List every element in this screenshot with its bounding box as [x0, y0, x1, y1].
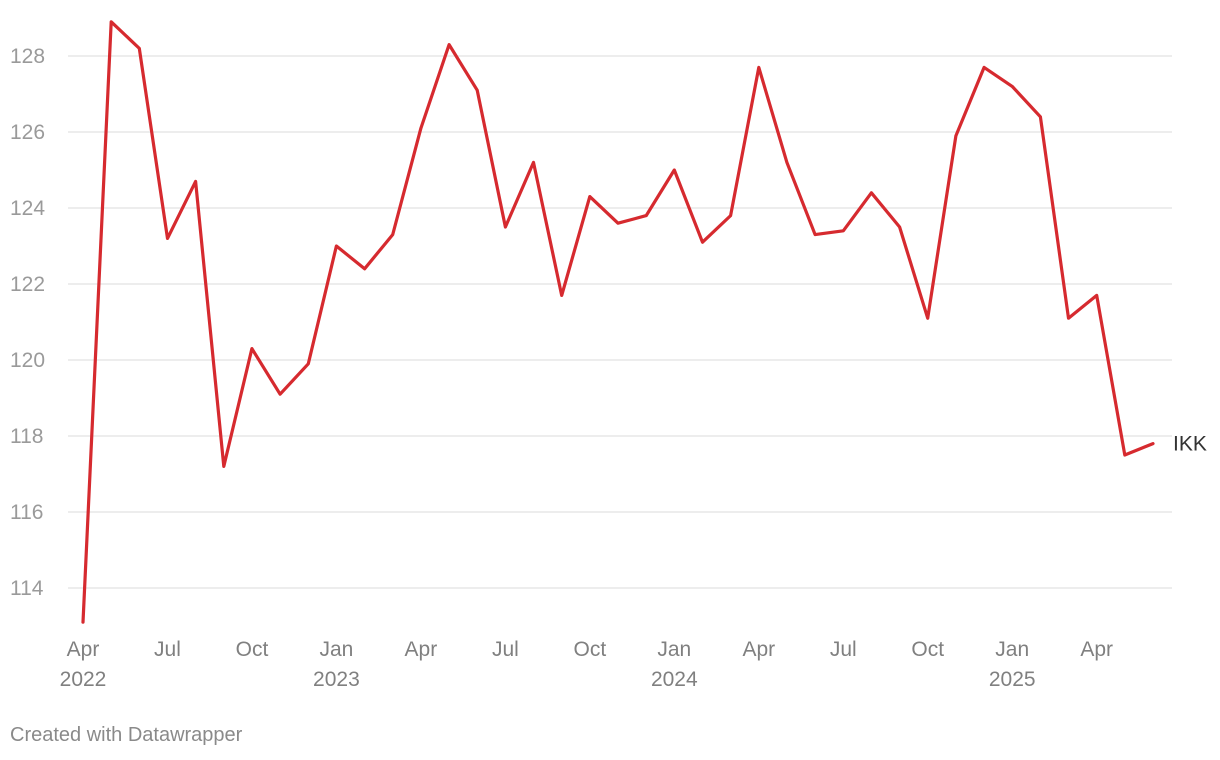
- x-axis-labels: Apr 2022 Jul Oct Jan 2023 Apr Jul Oct Jan 2024 Apr J…: [60, 638, 1113, 691]
- y-axis-labels: 114 116 118 120 122 124 126 128: [10, 45, 45, 600]
- y-tick-label: 126: [10, 121, 45, 144]
- y-tick-label: 124: [10, 197, 45, 220]
- x-tick-label: Jan: [995, 638, 1029, 661]
- y-tick-label: 114: [10, 577, 44, 600]
- x-tick-label: Jul: [492, 638, 519, 661]
- x-tick-label: Apr: [67, 638, 100, 661]
- x-tick-label: Oct: [911, 638, 944, 661]
- x-tick-label: Apr: [405, 638, 438, 661]
- x-tick-label: Oct: [236, 638, 269, 661]
- x-tick-label: Jan: [319, 638, 353, 661]
- y-tick-label: 120: [10, 349, 45, 372]
- line-chart: 114 116 118 120 122 124 126 128 Apr 2022 Jul Oct Ja…: [10, 20, 1207, 691]
- x-tick-year-label: 2022: [60, 668, 107, 691]
- series-line: [81, 20, 1155, 624]
- y-tick-label: 122: [10, 273, 45, 296]
- x-tick-year-label: 2024: [651, 668, 698, 691]
- y-tick-label: 118: [10, 425, 43, 448]
- series-lines: IKK: [81, 20, 1207, 624]
- series-label: IKK: [1173, 433, 1207, 456]
- x-tick-year-label: 2025: [989, 668, 1036, 691]
- x-tick-label: Apr: [1080, 638, 1113, 661]
- y-tick-label: 128: [10, 45, 45, 68]
- x-tick-label: Jan: [657, 638, 691, 661]
- x-tick-label: Jul: [154, 638, 181, 661]
- x-tick-label: Apr: [742, 638, 775, 661]
- gridlines: [68, 55, 1172, 589]
- x-tick-label: Oct: [574, 638, 607, 661]
- x-tick-label: Jul: [830, 638, 857, 661]
- y-tick-label: 116: [10, 501, 43, 524]
- x-tick-year-label: 2023: [313, 668, 360, 691]
- datawrapper-credit[interactable]: Created with Datawrapper: [10, 724, 243, 746]
